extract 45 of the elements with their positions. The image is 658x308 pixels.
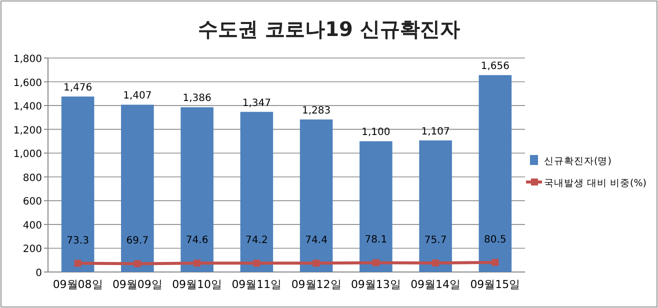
data-label: 1,100: [362, 127, 390, 138]
x-tick-label: 09월13일: [350, 278, 401, 291]
data-label: 75.7: [424, 235, 447, 246]
x-tick-label: 09월15일: [470, 278, 520, 291]
bar: [478, 75, 512, 272]
legend-label: 신규확진자(명): [544, 156, 612, 167]
data-label: 1,283: [302, 105, 331, 116]
y-tick-label: 200: [22, 244, 42, 256]
chart-title: 수도권 코로나19 신규확진자: [198, 17, 460, 41]
y-tick-label: 600: [22, 196, 42, 208]
bar: [180, 107, 214, 272]
data-label: 1,407: [123, 90, 152, 102]
y-tick-label: 400: [22, 220, 42, 232]
bar: [61, 96, 94, 272]
x-tick-label: 09월09일: [112, 278, 162, 291]
y-tick-label: 800: [22, 172, 42, 184]
data-label: 1,656: [480, 61, 510, 72]
data-label: 74.4: [305, 235, 328, 246]
data-label: 74.6: [186, 235, 208, 246]
x-tick-label: 09월08일: [52, 278, 103, 291]
data-label: 74.2: [246, 235, 268, 246]
x-tick-label: 09월11일: [232, 278, 282, 291]
y-tick-label: 1,200: [13, 125, 42, 136]
bar: [121, 104, 154, 272]
bar: [360, 141, 392, 272]
bar: [300, 119, 333, 272]
data-label: 1,107: [421, 126, 450, 138]
x-tick-label: 09월14일: [410, 278, 461, 291]
bar: [419, 140, 452, 272]
x-tick-label: 09월10일: [172, 278, 222, 291]
y-tick-label: 1,600: [13, 78, 42, 89]
data-label: 1,347: [242, 98, 272, 109]
y-tick-label: 1,400: [13, 102, 42, 113]
bar: [240, 112, 274, 272]
data-label: 1,476: [63, 82, 92, 94]
y-tick-label: 1,800: [13, 54, 42, 65]
data-label: 69.7: [126, 236, 149, 247]
data-label: 73.3: [66, 235, 89, 246]
x-tick-label: 09월12일: [291, 278, 342, 291]
data-label: 78.1: [364, 234, 388, 246]
legend-label: 국내발생 대비 비중(%): [544, 178, 646, 189]
y-tick-label: 0: [36, 268, 42, 279]
data-label: 1,386: [182, 93, 212, 104]
data-label: 80.5: [484, 234, 506, 246]
y-tick-label: 1,000: [13, 149, 42, 160]
